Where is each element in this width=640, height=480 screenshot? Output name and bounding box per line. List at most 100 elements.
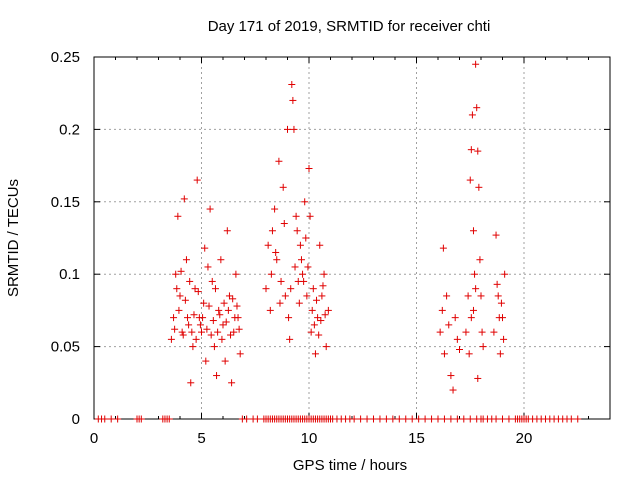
grid (94, 57, 610, 419)
data-point (317, 317, 325, 325)
data-point (181, 296, 189, 304)
data-point (301, 198, 309, 206)
data-point (496, 350, 504, 358)
data-point (316, 241, 324, 249)
data-point (272, 248, 280, 256)
data-point (174, 212, 182, 220)
data-point (370, 415, 377, 423)
data-point (464, 292, 472, 300)
data-point (495, 314, 503, 322)
data-point (315, 331, 323, 339)
data-point (289, 96, 297, 104)
data-point (187, 379, 195, 387)
data-point (492, 231, 500, 239)
data-point (500, 335, 508, 343)
data-point (203, 325, 211, 333)
data-point (472, 285, 480, 293)
data-point (376, 415, 384, 423)
data-point (469, 306, 477, 314)
data-point (204, 263, 212, 271)
chart-title: Day 171 of 2019, SRMTID for receiver cht… (208, 18, 491, 35)
data-point (208, 277, 216, 285)
data-point (307, 328, 315, 336)
y-tick-label: 0.15 (51, 194, 80, 211)
data-point (277, 277, 285, 285)
data-point (440, 415, 448, 423)
data-point (221, 357, 229, 365)
data-point (309, 285, 317, 293)
data-point (280, 220, 288, 228)
data-point (499, 415, 506, 423)
x-tick-label: 20 (516, 430, 533, 447)
data-point (505, 415, 513, 423)
y-tick-label: 0 (72, 411, 80, 428)
data-point (176, 292, 184, 300)
data-point (324, 306, 332, 314)
data-point (172, 270, 180, 278)
y-tick-label: 0.1 (59, 266, 80, 283)
data-point (314, 314, 322, 322)
data-point (476, 256, 484, 264)
data-point (253, 415, 261, 423)
data-point (490, 328, 498, 336)
data-point (209, 317, 217, 325)
data-point (182, 256, 190, 264)
data-point (107, 415, 115, 423)
data-point (382, 415, 390, 423)
data-point (175, 306, 183, 314)
data-point (447, 415, 455, 423)
data-point (460, 415, 468, 423)
data-point (167, 335, 175, 343)
data-point (296, 241, 304, 249)
data-point (180, 195, 188, 203)
data-point (357, 415, 365, 423)
data-point (363, 415, 371, 423)
data-point (179, 331, 187, 339)
data-point (243, 415, 251, 423)
data-point (462, 328, 470, 336)
data-point (428, 415, 436, 423)
data-point (232, 270, 240, 278)
data-point (275, 157, 283, 165)
data-point (186, 277, 194, 285)
data-point (184, 314, 192, 322)
data-point (101, 415, 109, 423)
data-point (501, 270, 509, 278)
data-point (190, 311, 198, 319)
data-point (439, 244, 447, 252)
data-point (211, 285, 219, 293)
data-point (300, 277, 308, 285)
data-point (230, 328, 238, 336)
data-point (449, 386, 457, 394)
data-point (303, 292, 311, 300)
data-point (318, 292, 326, 300)
data-point (313, 296, 321, 304)
data-point (293, 227, 301, 235)
data-point (304, 263, 312, 271)
data-point (395, 415, 403, 423)
data-point (469, 227, 477, 235)
data-point (408, 415, 416, 423)
data-point (436, 328, 444, 336)
data-point (215, 306, 223, 314)
x-axis-label: GPS time / hours (293, 457, 407, 474)
data-point (196, 321, 204, 329)
data-point (165, 415, 173, 423)
data-point (236, 350, 244, 358)
data-point (205, 302, 213, 310)
data-point (302, 234, 310, 242)
data-point (286, 335, 294, 343)
data-point (222, 318, 230, 326)
data-point (473, 104, 481, 112)
y-tick-label: 0.05 (51, 339, 80, 356)
data-point (290, 125, 298, 133)
data-point (451, 314, 459, 322)
data-point (213, 372, 221, 380)
data-point (477, 292, 485, 300)
data-point (200, 299, 208, 307)
data-point (266, 306, 274, 314)
data-point (478, 328, 486, 336)
data-point (276, 299, 284, 307)
data-point (199, 314, 207, 322)
data-point (456, 345, 463, 353)
